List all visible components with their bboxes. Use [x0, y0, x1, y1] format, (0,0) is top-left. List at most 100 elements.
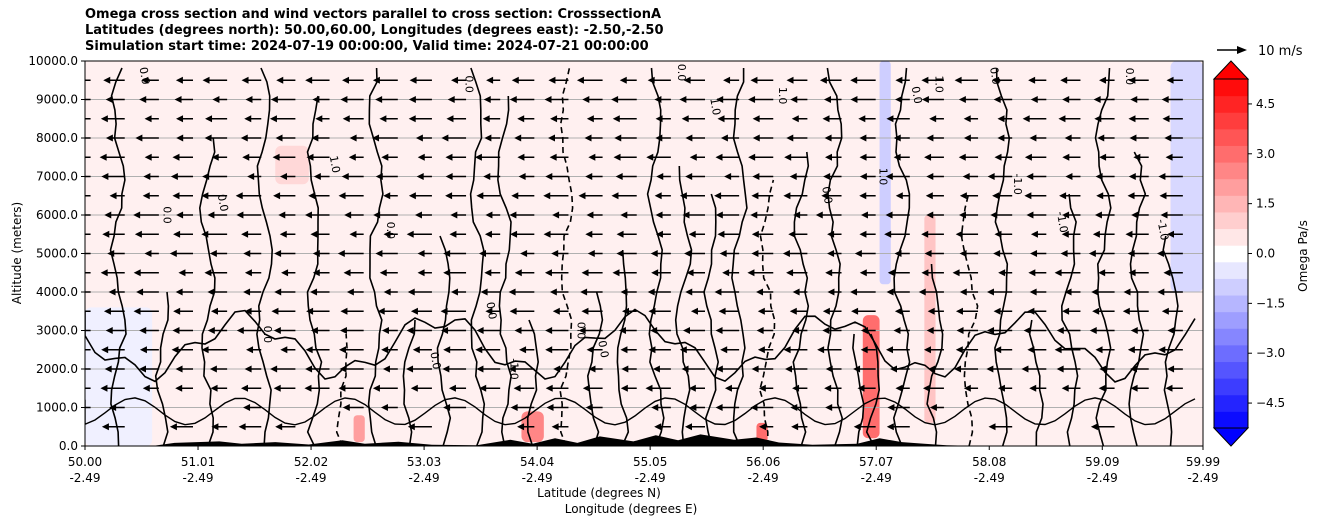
contour-label: 0.0: [987, 66, 1003, 85]
wind-vector-head: [102, 230, 110, 238]
wind-vector-head: [484, 134, 492, 142]
wind-vector-head: [65, 346, 72, 353]
wind-vector-head: [415, 134, 423, 142]
wind-vector-head: [381, 346, 389, 354]
wind-vector-head: [100, 384, 108, 392]
wind-vector-head: [756, 288, 764, 296]
omega-contours: [85, 67, 1196, 446]
wind-vector-head: [894, 250, 902, 257]
wind-vector-head: [209, 250, 217, 257]
wind-vector-head: [750, 76, 758, 84]
wind-vector-head: [752, 134, 760, 142]
contour-labels: 0.0 0.0 0.0 0.0 1.0 0.0 0.0 0.0 0.0 0.0 0.0 0.0 1.0 1…: [136, 64, 1171, 380]
wind-vector-head: [681, 115, 689, 123]
wind-vector-head: [247, 173, 255, 180]
wind-vector-head: [486, 76, 494, 84]
wind-vector-head: [620, 346, 628, 354]
wind-vector-head: [417, 269, 425, 277]
wind-vector-head: [1029, 384, 1037, 392]
colorbar-segment: [1214, 245, 1248, 263]
wind-vector-head: [383, 230, 391, 238]
wind-vector-head: [827, 250, 835, 257]
wind-vector-head: [240, 134, 248, 142]
wind-vector-head: [273, 192, 281, 200]
wind-vector-head: [751, 230, 759, 238]
wind-vector-head: [169, 250, 177, 257]
wind-vector-head: [375, 250, 383, 257]
x-tick-label-latitude: 56.06: [746, 455, 780, 469]
wind-vector-head: [170, 173, 178, 180]
wind-vector-head: [748, 153, 756, 161]
wind-vector-head: [748, 96, 756, 103]
wind-vector-head: [1129, 134, 1137, 142]
wind-vector-head: [520, 250, 528, 257]
wind-vector-head: [582, 384, 590, 392]
wind-vector-head: [1098, 269, 1106, 277]
wind-vector-head: [958, 211, 966, 219]
wind-vector-head: [656, 173, 664, 180]
wind-vector-head: [551, 423, 559, 431]
wind-vector-head: [578, 192, 586, 200]
wind-vector-head: [272, 153, 280, 161]
wind-vector-head: [924, 153, 932, 161]
wind-vector-head: [1127, 192, 1135, 200]
quiver-key: 10 m/s: [1217, 44, 1303, 59]
wind-vector-head: [893, 134, 901, 142]
wind-vector-head: [65, 385, 72, 392]
wind-vector-head: [1024, 153, 1032, 161]
wind-vector-head: [235, 192, 243, 200]
wind-vector-head: [101, 346, 109, 354]
wind-vector-head: [406, 327, 414, 334]
wind-vector-head: [313, 173, 321, 180]
wind-vector-head: [105, 96, 113, 103]
wind-vector-head: [1029, 288, 1037, 296]
wind-vector-head: [928, 365, 936, 373]
wind-vector-head: [994, 346, 1002, 354]
wind-vector-head: [484, 269, 492, 277]
wind-vector-head: [885, 173, 893, 180]
wind-vector-head: [238, 423, 246, 431]
wind-vector-head: [144, 153, 152, 161]
wind-vector-head: [959, 192, 967, 200]
wind-vector-head: [246, 346, 254, 354]
wind-vector-head: [792, 384, 800, 392]
contour-line: [674, 165, 693, 446]
wind-vector-head: [308, 192, 316, 200]
wind-vector-head: [278, 211, 286, 219]
wind-vector-head: [956, 327, 964, 334]
colorbar-segment: [1214, 211, 1248, 230]
wind-vector-head: [886, 115, 894, 123]
wind-vector-head: [786, 269, 794, 277]
wind-vector-head: [822, 115, 830, 123]
wind-vector-head: [172, 192, 180, 200]
y-tick-label: 0.0: [59, 439, 78, 453]
wind-vector-head: [681, 365, 689, 373]
wind-vector-head: [245, 96, 253, 103]
wind-vector-head: [759, 423, 767, 431]
contour-label: 1.0: [707, 97, 723, 116]
quiver-key-label: 10 m/s: [1258, 44, 1303, 59]
wind-vector-head: [135, 134, 143, 142]
omega-shaded-region: [353, 415, 365, 443]
wind-vector-head: [859, 153, 867, 161]
wind-vector-head: [101, 173, 109, 180]
wind-vector-head: [449, 230, 457, 238]
wind-vector-head: [339, 327, 347, 334]
wind-vector-head: [791, 115, 799, 123]
contour-line: [926, 263, 944, 446]
colorbar-segment: [1214, 278, 1248, 296]
wind-vector-head: [142, 192, 150, 200]
contour-line: [1028, 319, 1044, 446]
wind-vector-head: [312, 96, 320, 103]
wind-vector-head: [176, 134, 184, 142]
wind-vector-head: [859, 173, 867, 180]
wind-vector-head: [409, 76, 417, 84]
wind-vector-head: [1062, 211, 1070, 219]
wind-vector-head: [343, 269, 351, 277]
wind-vector-head: [340, 307, 348, 315]
y-tick-label: 9000.0: [36, 93, 78, 107]
wind-vector-head: [817, 346, 825, 354]
wind-vector-head: [959, 250, 967, 257]
wind-vector-head: [1026, 211, 1034, 219]
wind-vector-head: [576, 76, 584, 84]
